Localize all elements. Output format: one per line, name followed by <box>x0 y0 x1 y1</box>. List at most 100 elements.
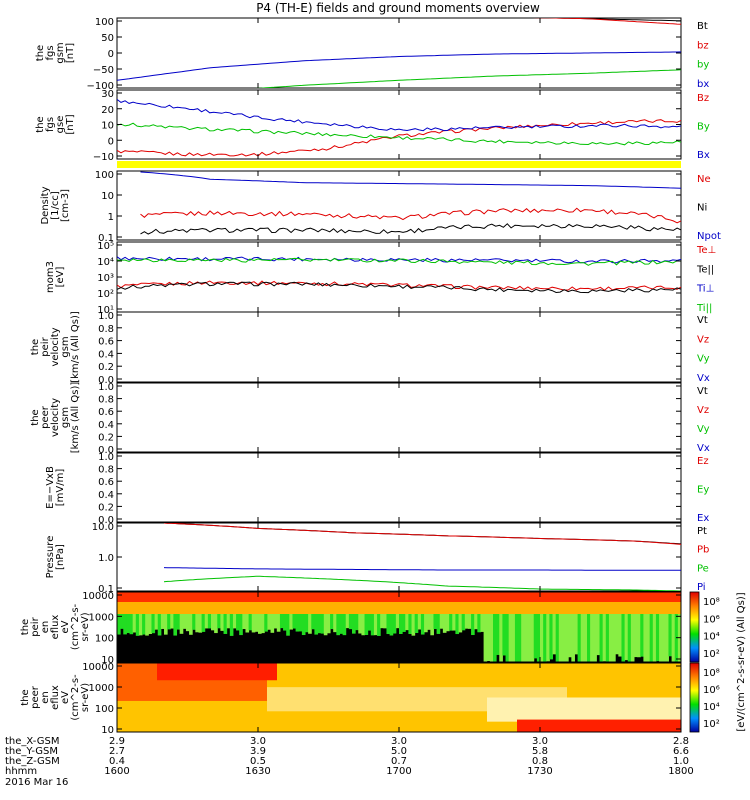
heatmap-column <box>630 614 635 662</box>
y-axis-label: fgs <box>45 45 56 60</box>
panel-frame <box>116 452 682 523</box>
heatmap-column <box>627 614 632 662</box>
heatmap-column <box>505 614 510 662</box>
heatmap-column <box>561 614 566 662</box>
footer-value: 6.6 <box>673 746 689 757</box>
y-tick-label: 0.6 <box>98 337 114 348</box>
footer-value: 1.0 <box>673 756 689 767</box>
y-axis-label: the <box>30 409 41 425</box>
heatmap-column <box>477 614 481 633</box>
y-tick-label: 100 <box>95 170 114 181</box>
legend-entry: Ex <box>697 513 709 524</box>
heatmap-column <box>370 614 375 636</box>
y-tick-label: 0.0 <box>98 375 114 386</box>
series-line-Bz <box>117 119 681 157</box>
heatmap-column <box>411 614 416 636</box>
heatmap-column <box>367 614 372 631</box>
heatmap-column <box>170 614 174 629</box>
y-tick-label: 0.0 <box>98 445 114 456</box>
heatmap-column <box>173 614 178 636</box>
heatmap-column <box>417 614 422 630</box>
heatmap-column <box>608 614 613 662</box>
legend-entry: bz <box>697 40 709 51</box>
legend-entry: Vy <box>697 354 710 365</box>
lines-fgs_gse <box>117 99 681 157</box>
heatmap-column <box>599 614 604 662</box>
heatmap-column <box>499 614 503 662</box>
heatmap-column <box>502 614 507 656</box>
panel-density: Ne Ni Npot 100 10 1 0.1 Density [1/cc] [cm-3] <box>40 170 721 244</box>
heatmap-column <box>160 614 165 629</box>
heatmap-peer_eflux <box>117 663 681 732</box>
heatmap-column <box>195 614 199 633</box>
heatmap-column <box>652 614 657 662</box>
heatmap-column <box>424 614 428 633</box>
y-axis-label: [nT] <box>65 114 76 134</box>
legend-entry: Pi <box>697 582 706 593</box>
heatmap-column <box>461 614 466 631</box>
series-line-bx <box>117 51 681 81</box>
heatmap-column <box>345 614 350 629</box>
y-axis-label: the <box>20 689 31 705</box>
heatmap-column <box>521 614 525 662</box>
heatmap-column <box>439 614 444 629</box>
heatmap-column <box>464 614 469 629</box>
y-tick-label: 10 <box>101 121 114 132</box>
panel-frame <box>116 241 682 313</box>
footer-value: 3.0 <box>532 736 548 747</box>
footer-value: 3.9 <box>250 746 266 757</box>
heatmap-column <box>251 614 256 633</box>
lines-density <box>140 171 681 235</box>
heatmap-column <box>615 614 619 655</box>
heatmap-column <box>524 614 528 662</box>
heatmap-column <box>621 614 626 662</box>
heatmap-column <box>643 614 648 662</box>
y-tick-label: 10 <box>101 725 114 736</box>
y-axis-label: en <box>40 621 51 634</box>
y-tick-label: 10000 <box>82 662 114 673</box>
y-tick-label: 0.1 <box>98 233 114 244</box>
heatmap-column <box>323 614 328 636</box>
legend-entry: Vx <box>697 373 710 384</box>
panel-frame <box>116 311 682 383</box>
y-tick-label: 0.8 <box>98 324 114 335</box>
y-tick-label: 0.8 <box>98 395 114 406</box>
y-axis-label: eV <box>60 691 71 704</box>
y-axis-label: peir <box>30 616 41 636</box>
heatmap-column <box>189 614 193 635</box>
footer-value: 1700 <box>386 766 411 777</box>
legend-entry: Pb <box>697 545 709 556</box>
legend-entry: Ey <box>697 485 709 496</box>
heatmap-column <box>270 614 275 633</box>
heatmap-column <box>446 614 450 632</box>
colorbar-tick: 10⁶ <box>703 685 720 696</box>
heatmap-column <box>185 614 190 632</box>
y-axis-label: en <box>40 691 51 704</box>
y-axis-label: (cm^2-s- <box>70 603 81 650</box>
heatmap-column <box>430 614 434 636</box>
heatmap-column <box>305 614 309 633</box>
y-tick-label: 10² <box>97 289 114 300</box>
heatmap-column <box>587 614 591 662</box>
legend-entry: Pt <box>697 526 707 537</box>
legend-entry: Vt <box>697 386 708 397</box>
heatmap-column <box>342 614 347 636</box>
panel-frame <box>116 89 682 160</box>
heatmap-column <box>226 614 231 629</box>
heatmap-column <box>236 614 240 631</box>
heatmap-column <box>151 614 156 634</box>
heatmap-column <box>514 614 519 662</box>
heatmap-column <box>373 614 378 636</box>
heatmap-column <box>659 614 663 662</box>
heatmap-column <box>317 614 322 634</box>
heatmap-column <box>389 614 394 636</box>
panel-temperature: Te⊥ Te|| Ti⊥ Ti|| 10⁵ 10⁴ 10³ 10² 10¹ mom3 [eV] <box>45 241 716 316</box>
legend-entry: Ti⊥ <box>696 284 714 295</box>
heatmap-column <box>474 614 478 630</box>
heatmap-column <box>129 614 134 635</box>
series-line-Te|| <box>117 281 681 294</box>
heatmap-column <box>668 614 673 657</box>
heatmap-column <box>402 614 406 632</box>
y-axis-label: velocity <box>50 327 61 366</box>
